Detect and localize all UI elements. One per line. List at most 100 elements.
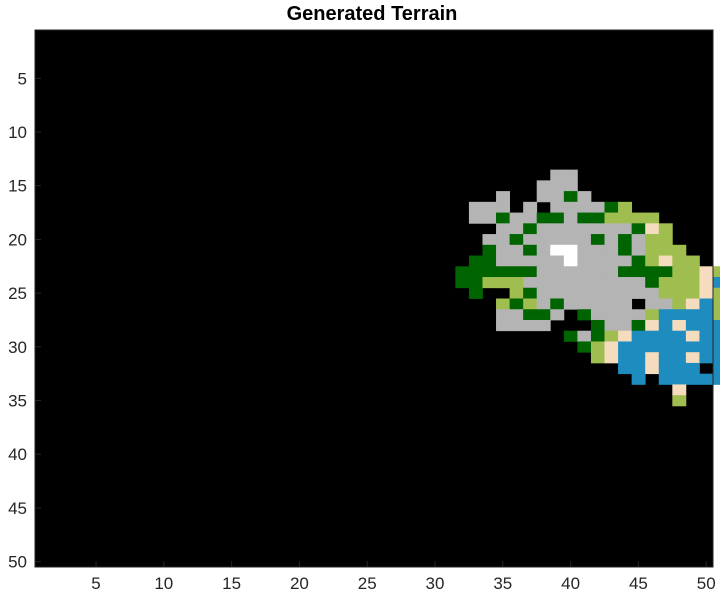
terrain-cell — [590, 277, 605, 289]
terrain-cell — [523, 309, 538, 321]
terrain-cell — [658, 223, 673, 235]
terrain-cell — [496, 309, 510, 321]
terrain-cell — [699, 319, 714, 332]
terrain-cell — [631, 234, 646, 246]
terrain-cell — [496, 191, 510, 203]
terrain-cell — [699, 298, 714, 310]
terrain-cell — [563, 169, 578, 181]
terrain-cell — [550, 266, 565, 278]
terrain-cell — [618, 212, 633, 224]
terrain-cell — [685, 255, 700, 267]
terrain-cell — [523, 277, 538, 289]
terrain-cell — [604, 212, 619, 224]
terrain-cell — [645, 330, 660, 342]
terrain-cell — [468, 277, 483, 289]
terrain-cell — [713, 277, 720, 289]
terrain-cell — [604, 201, 619, 213]
terrain-cell — [685, 287, 700, 299]
terrain-cell — [496, 234, 510, 246]
terrain-cell — [672, 244, 687, 256]
terrain-cell — [631, 362, 646, 375]
terrain-cell — [590, 341, 605, 353]
y-tick-label: 40 — [8, 445, 27, 464]
terrain-cell — [577, 191, 592, 203]
terrain-cell — [604, 330, 619, 342]
terrain-cell — [536, 266, 551, 278]
terrain-cell — [523, 201, 538, 213]
terrain-cell — [536, 319, 551, 332]
terrain-cell — [496, 244, 510, 256]
terrain-cell — [536, 309, 551, 321]
terrain-cell — [685, 298, 700, 310]
terrain-cell — [563, 201, 578, 213]
terrain-cell — [550, 212, 565, 224]
y-tick-label: 35 — [8, 392, 27, 411]
terrain-cell — [550, 191, 565, 203]
terrain-cell — [631, 244, 646, 256]
terrain-cell — [645, 234, 660, 246]
terrain-cell — [618, 309, 633, 321]
terrain-cell — [590, 330, 605, 342]
terrain-cell — [590, 309, 605, 321]
terrain-cell — [672, 298, 687, 310]
terrain-cell — [658, 244, 673, 256]
terrain-cell — [590, 266, 605, 278]
terrain-cell — [631, 266, 646, 278]
terrain-cell — [699, 352, 714, 364]
terrain-cell — [468, 255, 483, 267]
terrain-cell — [604, 255, 619, 267]
terrain-cell — [509, 319, 524, 332]
terrain-cell — [523, 234, 538, 246]
terrain-cell — [563, 234, 578, 246]
terrain-cell — [468, 212, 483, 224]
terrain-cell — [713, 341, 720, 353]
y-tick-label: 45 — [8, 499, 27, 518]
terrain-cell — [658, 319, 673, 332]
terrain-cell — [631, 212, 646, 224]
terrain-cell — [577, 298, 592, 310]
x-tick-label: 50 — [697, 574, 716, 593]
terrain-cell — [577, 223, 592, 235]
terrain-cell — [618, 201, 633, 213]
terrain-cell — [550, 169, 565, 181]
terrain-cell — [645, 223, 660, 235]
terrain-cell — [496, 223, 510, 235]
terrain-cell — [645, 298, 660, 310]
terrain-cell — [672, 309, 687, 321]
terrain-cell — [509, 234, 524, 246]
terrain-cell — [550, 201, 565, 213]
terrain-cell — [618, 234, 633, 246]
terrain-cell — [468, 287, 483, 299]
terrain-cell — [523, 244, 538, 256]
terrain-cell — [563, 255, 578, 267]
terrain-cell — [536, 234, 551, 246]
terrain-cell — [496, 212, 510, 224]
terrain-cell — [482, 255, 497, 267]
y-axis: 5 10 15 20 25 30 35 40 45 50 — [8, 69, 41, 572]
x-tick-label: 45 — [629, 574, 648, 593]
terrain-cell — [699, 373, 714, 385]
x-tick-label: 10 — [154, 574, 173, 593]
terrain-cell — [604, 287, 619, 299]
terrain-cell — [618, 255, 633, 267]
terrain-cell — [672, 277, 687, 289]
terrain-cell — [713, 373, 720, 385]
terrain-cell — [672, 373, 687, 385]
terrain-cell — [672, 352, 687, 364]
terrain-cell — [685, 373, 700, 385]
terrain-cell — [631, 309, 646, 321]
x-axis: 5 10 15 20 25 30 35 40 45 50 — [91, 561, 716, 593]
terrain-cell — [536, 298, 551, 310]
terrain-cell — [563, 212, 578, 224]
terrain-cell — [631, 373, 646, 385]
terrain-cell — [713, 362, 720, 375]
terrain-cell — [658, 330, 673, 342]
terrain-cell — [550, 255, 565, 267]
terrain-cell — [550, 180, 565, 192]
terrain-cell — [536, 223, 551, 235]
terrain-cell — [577, 212, 592, 224]
y-tick-label: 30 — [8, 338, 27, 357]
terrain-cell — [590, 234, 605, 246]
terrain-cell — [713, 298, 720, 310]
